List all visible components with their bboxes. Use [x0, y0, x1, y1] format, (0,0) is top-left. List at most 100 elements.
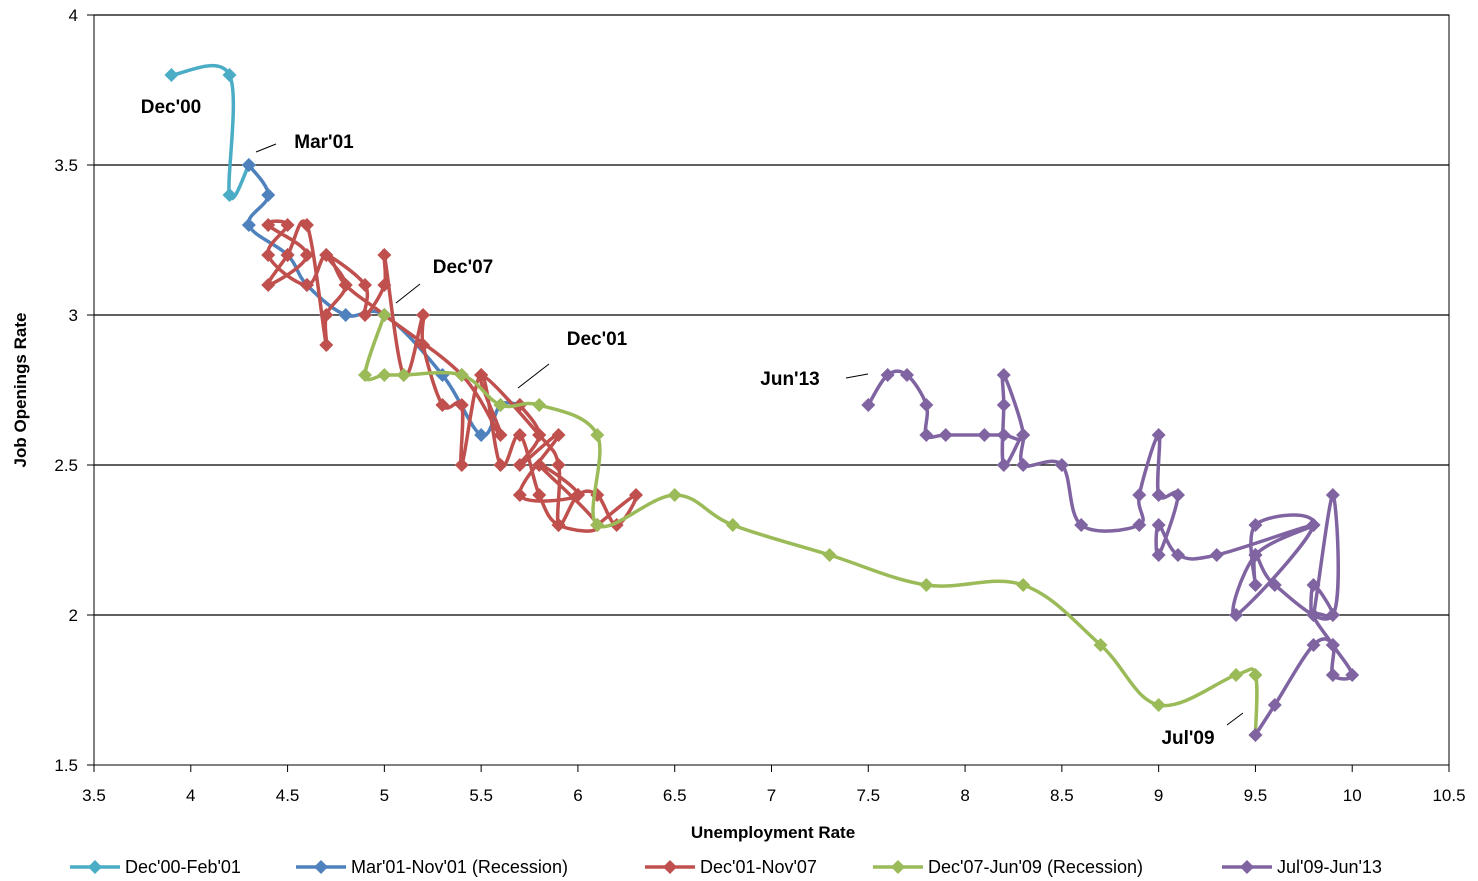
- data-point: [1151, 518, 1166, 532]
- gridlines: [94, 14, 1449, 616]
- legend-label: Mar'01-Nov'01 (Recession): [351, 857, 568, 877]
- legend-label: Dec'07-Jun'09 (Recession): [928, 857, 1143, 877]
- data-point: [1209, 548, 1224, 562]
- y-tick-label: 2.5: [54, 456, 78, 475]
- data-point: [629, 488, 643, 502]
- legend-label: Jul'09-Jun'13: [1277, 857, 1382, 877]
- data-point: [590, 428, 605, 442]
- series-4: [358, 308, 1263, 742]
- data-point: [299, 278, 314, 292]
- data-point: [996, 368, 1011, 382]
- data-point: [319, 308, 334, 322]
- data-point: [1171, 488, 1185, 502]
- data-point: [474, 368, 489, 382]
- data-point: [261, 218, 276, 232]
- data-point: [919, 428, 934, 442]
- data-point: [1345, 668, 1360, 682]
- data-point: [551, 428, 566, 442]
- data-point: [1093, 638, 1108, 652]
- data-point: [435, 398, 450, 412]
- data-point: [1054, 458, 1069, 472]
- x-tick-label: 10: [1343, 786, 1362, 805]
- x-tick-label: 3.5: [82, 786, 106, 805]
- data-point: [280, 248, 295, 262]
- data-point: [977, 428, 992, 442]
- x-tick-label: 7: [767, 786, 776, 805]
- data-point: [822, 548, 837, 562]
- x-axis-title: Unemployment Rate: [691, 823, 855, 842]
- data-point: [900, 368, 914, 382]
- data-point: [667, 488, 682, 502]
- data-point: [1306, 578, 1321, 592]
- data-point: [570, 488, 585, 502]
- x-tick-label: 7.5: [856, 786, 880, 805]
- data-point: [1267, 578, 1282, 592]
- data-point: [1248, 578, 1263, 592]
- annotations: Dec'00 Mar'01 Dec'07 Dec'01 Jun'13 Jul'09: [141, 97, 1244, 749]
- data-point: [377, 278, 392, 292]
- data-point: [164, 68, 179, 82]
- data-point: [1325, 638, 1340, 652]
- series-line: [363, 313, 1259, 737]
- data-point: [919, 578, 934, 592]
- annotation-label: Dec'07: [433, 257, 494, 278]
- x-tick-label: 4: [186, 786, 195, 805]
- data-point: [338, 308, 353, 322]
- data-point: [725, 518, 740, 532]
- x-tick-label: 6.5: [663, 786, 687, 805]
- series-line: [866, 369, 1354, 737]
- legend-swatch-marker: [1240, 860, 1254, 874]
- legend-swatch-marker: [891, 860, 905, 874]
- annotation-leader-line: [517, 363, 550, 389]
- data-point: [358, 308, 372, 322]
- annotation-label: Jul'09: [1161, 728, 1214, 749]
- data-point: [338, 278, 353, 292]
- data-point: [1151, 698, 1166, 712]
- x-tick-label: 8: [960, 786, 969, 805]
- annotation-label: Dec'00: [141, 97, 202, 118]
- data-point: [590, 518, 605, 532]
- data-point: [1016, 578, 1031, 592]
- data-point: [996, 398, 1011, 412]
- data-point: [280, 218, 295, 232]
- data-point: [938, 428, 953, 442]
- data-point: [1074, 518, 1089, 532]
- data-point: [261, 188, 276, 202]
- data-point: [532, 488, 547, 502]
- legend-item: Mar'01-Nov'01 (Recession): [296, 857, 568, 877]
- data-point: [261, 278, 276, 292]
- data-point: [512, 428, 527, 442]
- data-point: [1229, 668, 1244, 682]
- annotation-leader-line: [845, 373, 869, 379]
- data-point: [1132, 488, 1147, 502]
- data-point: [996, 458, 1011, 472]
- legend-item: Jul'09-Jun'13: [1222, 857, 1382, 877]
- axes: 1.5 2 2.5 3 3.5 4 3.5 4 4.5 5 5.5 6 6.5 7 7.5 8 8.5 9 9.5 1…: [54, 6, 1465, 805]
- data-point: [454, 398, 469, 412]
- data-point: [416, 338, 431, 352]
- series-2: [241, 158, 527, 442]
- series-5: [861, 368, 1360, 742]
- x-tick-label: 9.5: [1244, 786, 1268, 805]
- data-point: [261, 248, 276, 262]
- data-point: [1248, 548, 1263, 562]
- x-tick-label: 9: [1154, 786, 1163, 805]
- data-point: [532, 428, 547, 442]
- legend-swatch-marker: [314, 860, 328, 874]
- data-point: [241, 158, 256, 172]
- data-point: [416, 308, 431, 322]
- x-tick-label: 6: [573, 786, 582, 805]
- legend-swatch-marker: [88, 860, 102, 874]
- legend: Dec'00-Feb'01 Mar'01-Nov'01 (Recession) De…: [70, 857, 1382, 877]
- y-tick-label: 4: [69, 6, 78, 25]
- data-point: [1325, 488, 1340, 502]
- data-point: [1229, 608, 1244, 622]
- legend-swatch-marker: [663, 860, 677, 874]
- plot-area-border: [93, 14, 1450, 766]
- y-tick-label: 1.5: [54, 756, 78, 775]
- annotation-leader-line: [255, 143, 277, 153]
- data-point: [532, 458, 547, 472]
- annotation-label: Mar'01: [294, 132, 354, 153]
- data-point: [1267, 698, 1282, 712]
